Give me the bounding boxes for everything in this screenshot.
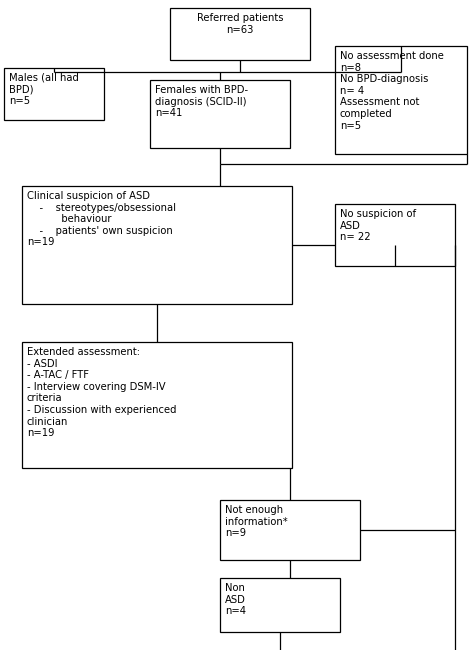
Bar [150,80,290,148]
Bar [335,46,467,154]
Bar [4,68,104,120]
Bar [22,342,292,468]
Bar [220,578,340,632]
Bar [22,186,292,304]
Bar [170,8,310,60]
Text: Females with BPD-
diagnosis (SCID-II)
n=41: Females with BPD- diagnosis (SCID-II) n=… [155,85,248,118]
Bar [335,204,455,266]
Text: Extended assessment:
- ASDI
- A-TAC / FTF
- Interview covering DSM-IV
criteria
-: Extended assessment: - ASDI - A-TAC / FT… [27,347,176,438]
Text: Males (all had
BPD)
n=5: Males (all had BPD) n=5 [9,73,79,106]
Text: Non
ASD
n=4: Non ASD n=4 [225,583,246,616]
Text: Not enough
information*
n=9: Not enough information* n=9 [225,505,288,538]
Text: Clinical suspicion of ASD
    -    stereotypes/obsessional
           behaviour
: Clinical suspicion of ASD - stereotypes/… [27,191,176,248]
Bar [220,500,360,560]
Text: Referred patients
n=63: Referred patients n=63 [197,13,283,34]
Text: No suspicion of
ASD
n= 22: No suspicion of ASD n= 22 [340,209,416,242]
Text: No assessment done
n=8
No BPD-diagnosis
n= 4
Assessment not
completed
n=5: No assessment done n=8 No BPD-diagnosis … [340,51,444,131]
